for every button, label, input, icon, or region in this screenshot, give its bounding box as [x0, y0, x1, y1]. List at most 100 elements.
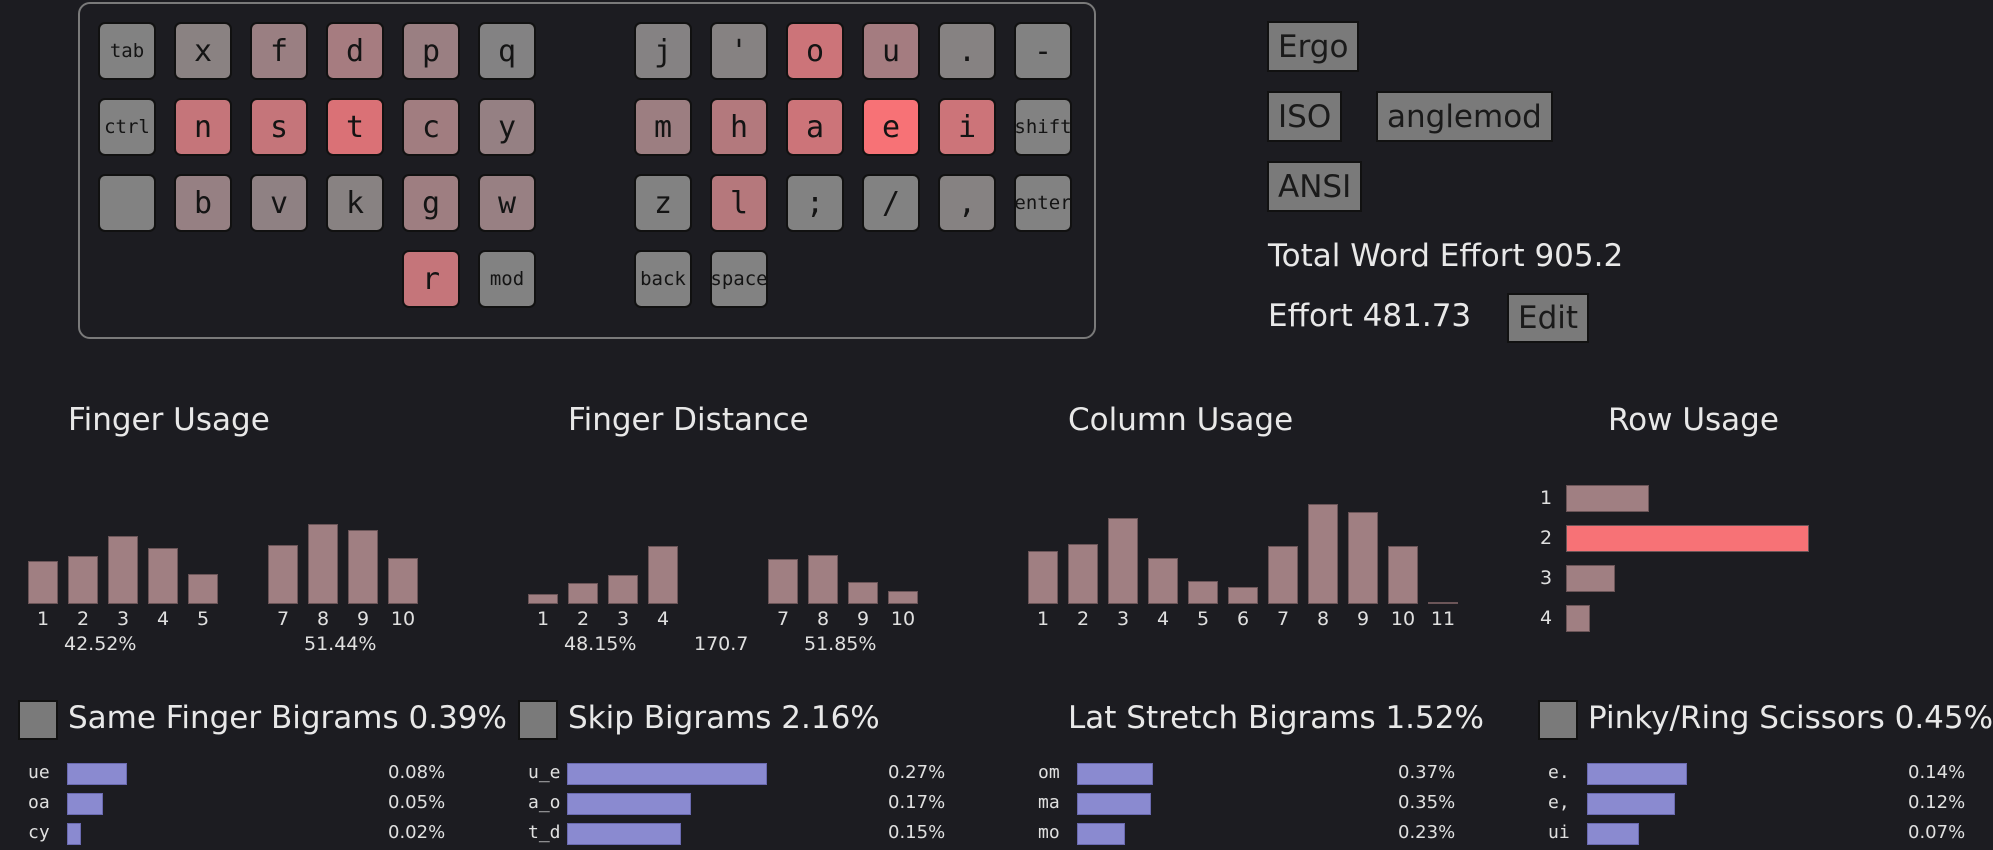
finger-usage-bar	[388, 557, 418, 604]
bigram-value: 0.14%	[1908, 762, 1966, 783]
column-usage-bar	[1348, 511, 1378, 604]
key-i[interactable]: i	[938, 98, 996, 156]
key-tab[interactable]: tab	[98, 22, 156, 80]
bigram-label: u_e	[528, 762, 561, 783]
ansi-button[interactable]: ANSI	[1267, 161, 1363, 212]
key-p[interactable]: p	[402, 22, 460, 80]
key-l[interactable]: l	[710, 174, 768, 232]
column-usage-bar	[1108, 518, 1138, 604]
key-w[interactable]: w	[478, 174, 536, 232]
key-b[interactable]: b	[174, 174, 232, 232]
key-x[interactable]: x	[174, 22, 232, 80]
bigram-value: 0.15%	[888, 822, 946, 843]
key-h[interactable]: h	[710, 98, 768, 156]
key-f[interactable]: f	[250, 22, 308, 80]
bigram-toggle-checkbox[interactable]	[518, 700, 558, 740]
finger-distance-bar	[848, 581, 878, 604]
bigram-toggle-checkbox[interactable]	[18, 700, 58, 740]
bigram-label: e.	[1548, 762, 1570, 783]
column-usage-tick: 6	[1236, 608, 1250, 630]
finger-distance-bar	[608, 575, 638, 604]
row-usage-tick: 2	[1539, 527, 1553, 549]
column-usage-bar	[1308, 504, 1338, 604]
row-usage-bar	[1566, 565, 1615, 592]
bigram-label: mo	[1038, 822, 1060, 843]
key-mod[interactable]: mod	[478, 250, 536, 308]
key-,[interactable]: ,	[938, 174, 996, 232]
iso-button[interactable]: ISO	[1267, 91, 1343, 142]
bigram-value: 0.12%	[1908, 792, 1966, 813]
finger-distance-title: Finger Distance	[568, 402, 809, 438]
finger-usage-tick: 8	[316, 608, 330, 630]
key-enter[interactable]: enter	[1014, 174, 1072, 232]
key-z[interactable]: z	[634, 174, 692, 232]
bigram-value: 0.35%	[1398, 792, 1456, 813]
bigram-toggle-checkbox[interactable]	[1538, 700, 1578, 740]
finger-distance-tick: 8	[816, 608, 830, 630]
bigram-label: t_d	[528, 822, 561, 843]
key-ctrl[interactable]: ctrl	[98, 98, 156, 156]
key--[interactable]: -	[1014, 22, 1072, 80]
bigram-label: cy	[28, 822, 50, 843]
bigram-bar	[67, 763, 127, 785]
key-e[interactable]: e	[862, 98, 920, 156]
bigram-label: a_o	[528, 792, 561, 813]
key-y[interactable]: y	[478, 98, 536, 156]
finger-usage-tick: 4	[156, 608, 170, 630]
key-j[interactable]: j	[634, 22, 692, 80]
key-shift[interactable]: shift	[1014, 98, 1072, 156]
key-k[interactable]: k	[326, 174, 384, 232]
key-n[interactable]: n	[174, 98, 232, 156]
key-g[interactable]: g	[402, 174, 460, 232]
bigram-bar	[1587, 763, 1687, 785]
key-q[interactable]: q	[478, 22, 536, 80]
finger-usage-tick: 7	[276, 608, 290, 630]
total-word-effort: Total Word Effort 905.2	[1268, 238, 1624, 274]
finger-usage-tick: 3	[116, 608, 130, 630]
finger-distance-tick: 1	[536, 608, 550, 630]
key-;[interactable]: ;	[786, 174, 844, 232]
finger-distance-bar	[648, 546, 678, 604]
column-usage-bar	[1068, 543, 1098, 604]
column-usage-tick: 11	[1430, 608, 1456, 630]
finger-usage-bar	[308, 524, 338, 604]
bigram-label: ui	[1548, 822, 1570, 843]
key-'[interactable]: '	[710, 22, 768, 80]
row-usage-tick: 3	[1539, 567, 1553, 589]
key-t[interactable]: t	[326, 98, 384, 156]
key-a[interactable]: a	[786, 98, 844, 156]
key-u[interactable]: u	[862, 22, 920, 80]
bigram-section-title: Lat Stretch Bigrams 1.52%	[1068, 700, 1484, 736]
edit-button[interactable]: Edit	[1507, 293, 1590, 343]
key-r[interactable]: r	[402, 250, 460, 308]
key-d[interactable]: d	[326, 22, 384, 80]
bigram-value: 0.27%	[888, 762, 946, 783]
finger-usage-tick: 5	[196, 608, 210, 630]
key-/[interactable]: /	[862, 174, 920, 232]
finger-distance-tick: 2	[576, 608, 590, 630]
bigram-value: 0.02%	[388, 822, 446, 843]
column-usage-bar	[1268, 546, 1298, 604]
key-blank[interactable]	[98, 174, 156, 232]
finger-usage-right-pct: 51.44%	[304, 633, 377, 655]
finger-distance-tick: 10	[890, 608, 916, 630]
finger-distance-bar	[568, 583, 598, 604]
column-usage-tick: 3	[1116, 608, 1130, 630]
key-v[interactable]: v	[250, 174, 308, 232]
finger-distance-right-pct: 51.85%	[804, 633, 877, 655]
key-space[interactable]: space	[710, 250, 768, 308]
key-back[interactable]: back	[634, 250, 692, 308]
bigram-bar	[1077, 823, 1125, 845]
ergo-button[interactable]: Ergo	[1267, 21, 1360, 72]
key-o[interactable]: o	[786, 22, 844, 80]
bigram-bar	[567, 823, 681, 845]
key-.[interactable]: .	[938, 22, 996, 80]
anglemod-button[interactable]: anglemod	[1376, 91, 1553, 142]
key-s[interactable]: s	[250, 98, 308, 156]
key-m[interactable]: m	[634, 98, 692, 156]
bigram-label: ma	[1038, 792, 1060, 813]
finger-distance-bar	[528, 593, 558, 604]
row-usage-bar	[1566, 525, 1809, 552]
bigram-bar	[1077, 793, 1151, 815]
key-c[interactable]: c	[402, 98, 460, 156]
